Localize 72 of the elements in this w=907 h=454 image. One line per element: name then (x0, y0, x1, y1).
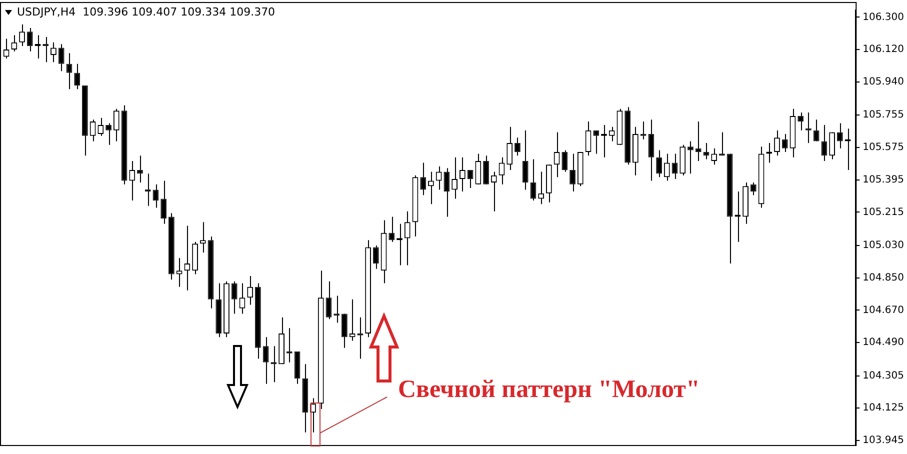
candlestick (562, 150, 568, 172)
candlestick (326, 280, 332, 320)
candlestick (74, 63, 80, 90)
y-tick-label: 105.030 (862, 240, 904, 252)
candlestick (388, 216, 395, 242)
y-tick-label: 105.575 (862, 142, 904, 154)
candlestick (444, 168, 450, 218)
candlestick (813, 119, 820, 142)
annotation: Свечной паттерн "Молот" (398, 376, 700, 404)
candlestick (262, 336, 269, 384)
candlestick (19, 24, 25, 46)
candlestick (420, 162, 426, 196)
candlestick (106, 122, 112, 146)
y-tick-label: 104.305 (862, 370, 904, 382)
chart-title: USDJPY,H4 109.396 109.407 109.334 109.370 (17, 5, 276, 18)
candlestick (688, 140, 694, 174)
y-tick-label: 105.755 (862, 110, 904, 121)
candlestick (404, 210, 410, 266)
y-tick-label: 104.490 (862, 337, 904, 348)
candlestick (664, 153, 670, 182)
candlestick (90, 119, 96, 142)
candlestick (836, 122, 843, 149)
candlestick (593, 130, 600, 154)
candlestick (656, 150, 662, 178)
candlestick (239, 282, 246, 314)
candlestick (184, 225, 190, 291)
candlestick (483, 155, 489, 185)
candlestick (247, 276, 254, 306)
y-tick-label: 103.945 (862, 435, 904, 446)
candlestick (129, 160, 136, 202)
candlestick (829, 132, 836, 160)
candlestick (26, 27, 33, 52)
y-tick-label: 106.300 (862, 12, 904, 23)
candlestick (538, 171, 544, 205)
candlestick (782, 134, 788, 153)
y-tick-label: 105.940 (862, 76, 904, 88)
candlestick (490, 171, 497, 212)
candlestick (608, 126, 615, 142)
candlestick (821, 124, 828, 162)
candlestick (452, 156, 458, 200)
y-tick-label: 105.215 (862, 206, 904, 218)
candlestick (522, 130, 528, 190)
y-tick-label: 104.125 (862, 402, 904, 414)
candlestick (349, 298, 356, 342)
candlestick (34, 34, 41, 60)
candlestick (113, 108, 120, 142)
candlestick (428, 171, 434, 205)
candlestick (648, 119, 654, 182)
candlestick (506, 126, 513, 170)
candlestick (200, 222, 206, 254)
candlestick (798, 112, 804, 131)
candlestick (144, 173, 151, 206)
candlestick (137, 155, 143, 184)
candlestick (42, 36, 49, 63)
candlestick (570, 153, 576, 192)
candlestick (58, 44, 64, 72)
candlestick (342, 313, 348, 348)
candlestick (372, 244, 379, 270)
y-tick-label: 104.670 (862, 304, 904, 316)
candlestick (176, 258, 182, 288)
y-tick-label: 106.120 (862, 44, 904, 56)
candlestick (585, 120, 592, 156)
candlestick (160, 180, 167, 224)
candlestick (467, 169, 474, 188)
candlestick (475, 153, 482, 185)
y-tick-label: 105.395 (862, 174, 904, 186)
candlestick (66, 52, 72, 90)
candlestick (774, 130, 780, 156)
candlestick (231, 280, 238, 314)
candlestick (695, 120, 702, 162)
y-tick-label: 104.850 (862, 272, 904, 284)
candlestick (436, 166, 442, 190)
